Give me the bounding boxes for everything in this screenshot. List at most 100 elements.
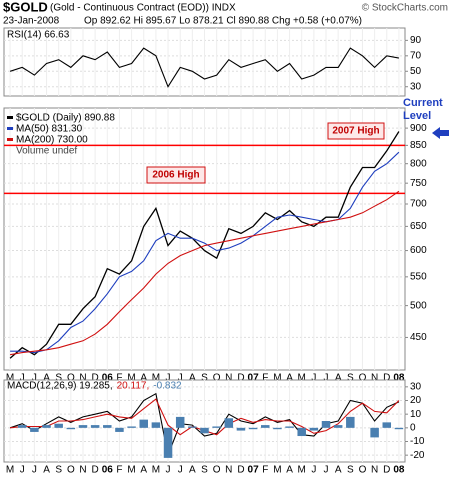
histogram-bar	[261, 425, 270, 428]
y-tick-label: 750	[410, 178, 427, 189]
x-tick-label: J	[166, 465, 171, 476]
x-tick-label: F	[116, 465, 122, 476]
histogram-bar	[163, 427, 173, 458]
x-tick-label: S	[55, 465, 62, 476]
x-tick-label: D	[383, 373, 390, 384]
histogram-bar	[200, 427, 209, 434]
legend-swatch	[7, 116, 13, 119]
y-tick-label: 600	[410, 245, 427, 256]
x-tick-label: A	[43, 373, 50, 384]
legend-label: MA(200) 730.00	[16, 135, 88, 146]
x-tick-label: O	[213, 465, 221, 476]
x-tick-label: 07	[248, 373, 260, 384]
x-tick-label: S	[201, 465, 208, 476]
x-tick-label: J	[166, 373, 171, 384]
histogram-bar	[30, 427, 39, 432]
x-tick-label: A	[335, 373, 342, 384]
x-tick-label: M	[152, 373, 160, 384]
series-line	[9, 131, 400, 359]
chart-subtitle: (Gold - Continuous Contract (EOD)) INDX	[50, 3, 236, 14]
annotation-box	[146, 166, 206, 184]
x-tick-label: 08	[393, 465, 405, 476]
y-tick-label: 50	[410, 66, 422, 77]
x-tick-label: S	[347, 465, 354, 476]
x-tick-label: S	[201, 373, 208, 384]
histogram-bar	[90, 425, 100, 428]
x-tick-label: A	[43, 465, 50, 476]
histogram-bar	[248, 427, 258, 430]
y-tick-label: 0	[410, 422, 416, 433]
histogram-bar	[139, 419, 148, 428]
x-tick-label: N	[79, 465, 86, 476]
x-tick-label: F	[116, 373, 122, 384]
annotation-line: Level	[403, 110, 431, 122]
x-tick-label: J	[324, 465, 329, 476]
arrow	[432, 127, 449, 139]
x-tick-label: 06	[102, 373, 114, 384]
x-tick-label: D	[237, 465, 244, 476]
y-tick-label: 450	[410, 332, 427, 343]
histogram-bar	[224, 418, 234, 428]
histogram-bar	[346, 416, 355, 428]
histogram-bar	[333, 425, 343, 428]
x-tick-label: J	[178, 373, 183, 384]
histogram-bar	[17, 425, 27, 428]
x-tick-label: M	[6, 465, 14, 476]
x-tick-label: J	[178, 465, 183, 476]
y-tick-label: 20	[410, 395, 422, 406]
y-tick-label: 550	[410, 271, 427, 282]
histogram-bar	[321, 421, 331, 428]
histogram-bar	[115, 427, 124, 432]
x-tick-label: J	[32, 373, 37, 384]
date: 23-Jan-2008	[3, 16, 60, 27]
legend-label: MACD(12,26,9) 19.285,	[7, 381, 113, 392]
annotation: Current Level	[403, 97, 443, 122]
legend-label: Volume undef	[16, 146, 77, 157]
x-tick-label: J	[20, 465, 25, 476]
x-tick-label: A	[140, 465, 147, 476]
chart-title: $GOLD	[3, 0, 48, 14]
x-tick-label: N	[225, 465, 232, 476]
x-tick-label: A	[189, 373, 196, 384]
x-tick-label: O	[359, 373, 367, 384]
histogram-bar	[382, 422, 392, 428]
histogram-bar	[127, 426, 136, 428]
x-tick-label: M	[127, 373, 135, 384]
y-tick-label: -20	[410, 450, 425, 461]
x-tick-label: A	[286, 373, 293, 384]
panel-title: RSI(14) 66.63	[7, 30, 70, 41]
series-line	[10, 190, 400, 356]
x-tick-label: D	[92, 465, 99, 476]
x-tick-label: D	[237, 373, 244, 384]
x-tick-label: S	[347, 373, 354, 384]
annotation-line: Current	[403, 97, 443, 109]
x-tick-label: M	[6, 373, 14, 384]
histogram-bar	[103, 425, 112, 428]
histogram-bar	[309, 427, 319, 431]
histogram-bar	[236, 427, 246, 431]
x-tick-label: O	[213, 373, 221, 384]
x-tick-label: 06	[102, 465, 114, 476]
y-tick-label: 30	[410, 381, 422, 392]
legend-label: $GOLD (Daily) 890.88	[16, 113, 115, 124]
histogram-bar	[297, 427, 306, 437]
x-tick-label: F	[262, 465, 268, 476]
x-tick-label: N	[371, 465, 378, 476]
x-tick-label: S	[55, 373, 62, 384]
legend-swatch	[7, 127, 13, 130]
x-tick-label: O	[67, 373, 75, 384]
legend-swatch	[7, 138, 13, 141]
y-tick-label: 30	[410, 81, 422, 92]
quote: Op 892.62 Hi 895.67 Lo 878.21 Cl 890.88 …	[84, 16, 362, 27]
y-tick-label: 10	[410, 409, 422, 420]
histogram-bar	[273, 427, 282, 430]
x-tick-label: 07	[248, 465, 260, 476]
annotation: 2007 High	[332, 126, 379, 137]
histogram-bar	[394, 427, 404, 430]
histogram-bar	[370, 427, 379, 438]
x-tick-label: J	[311, 465, 316, 476]
x-tick-label: M	[273, 373, 281, 384]
annotation: 2006 High	[152, 170, 199, 181]
